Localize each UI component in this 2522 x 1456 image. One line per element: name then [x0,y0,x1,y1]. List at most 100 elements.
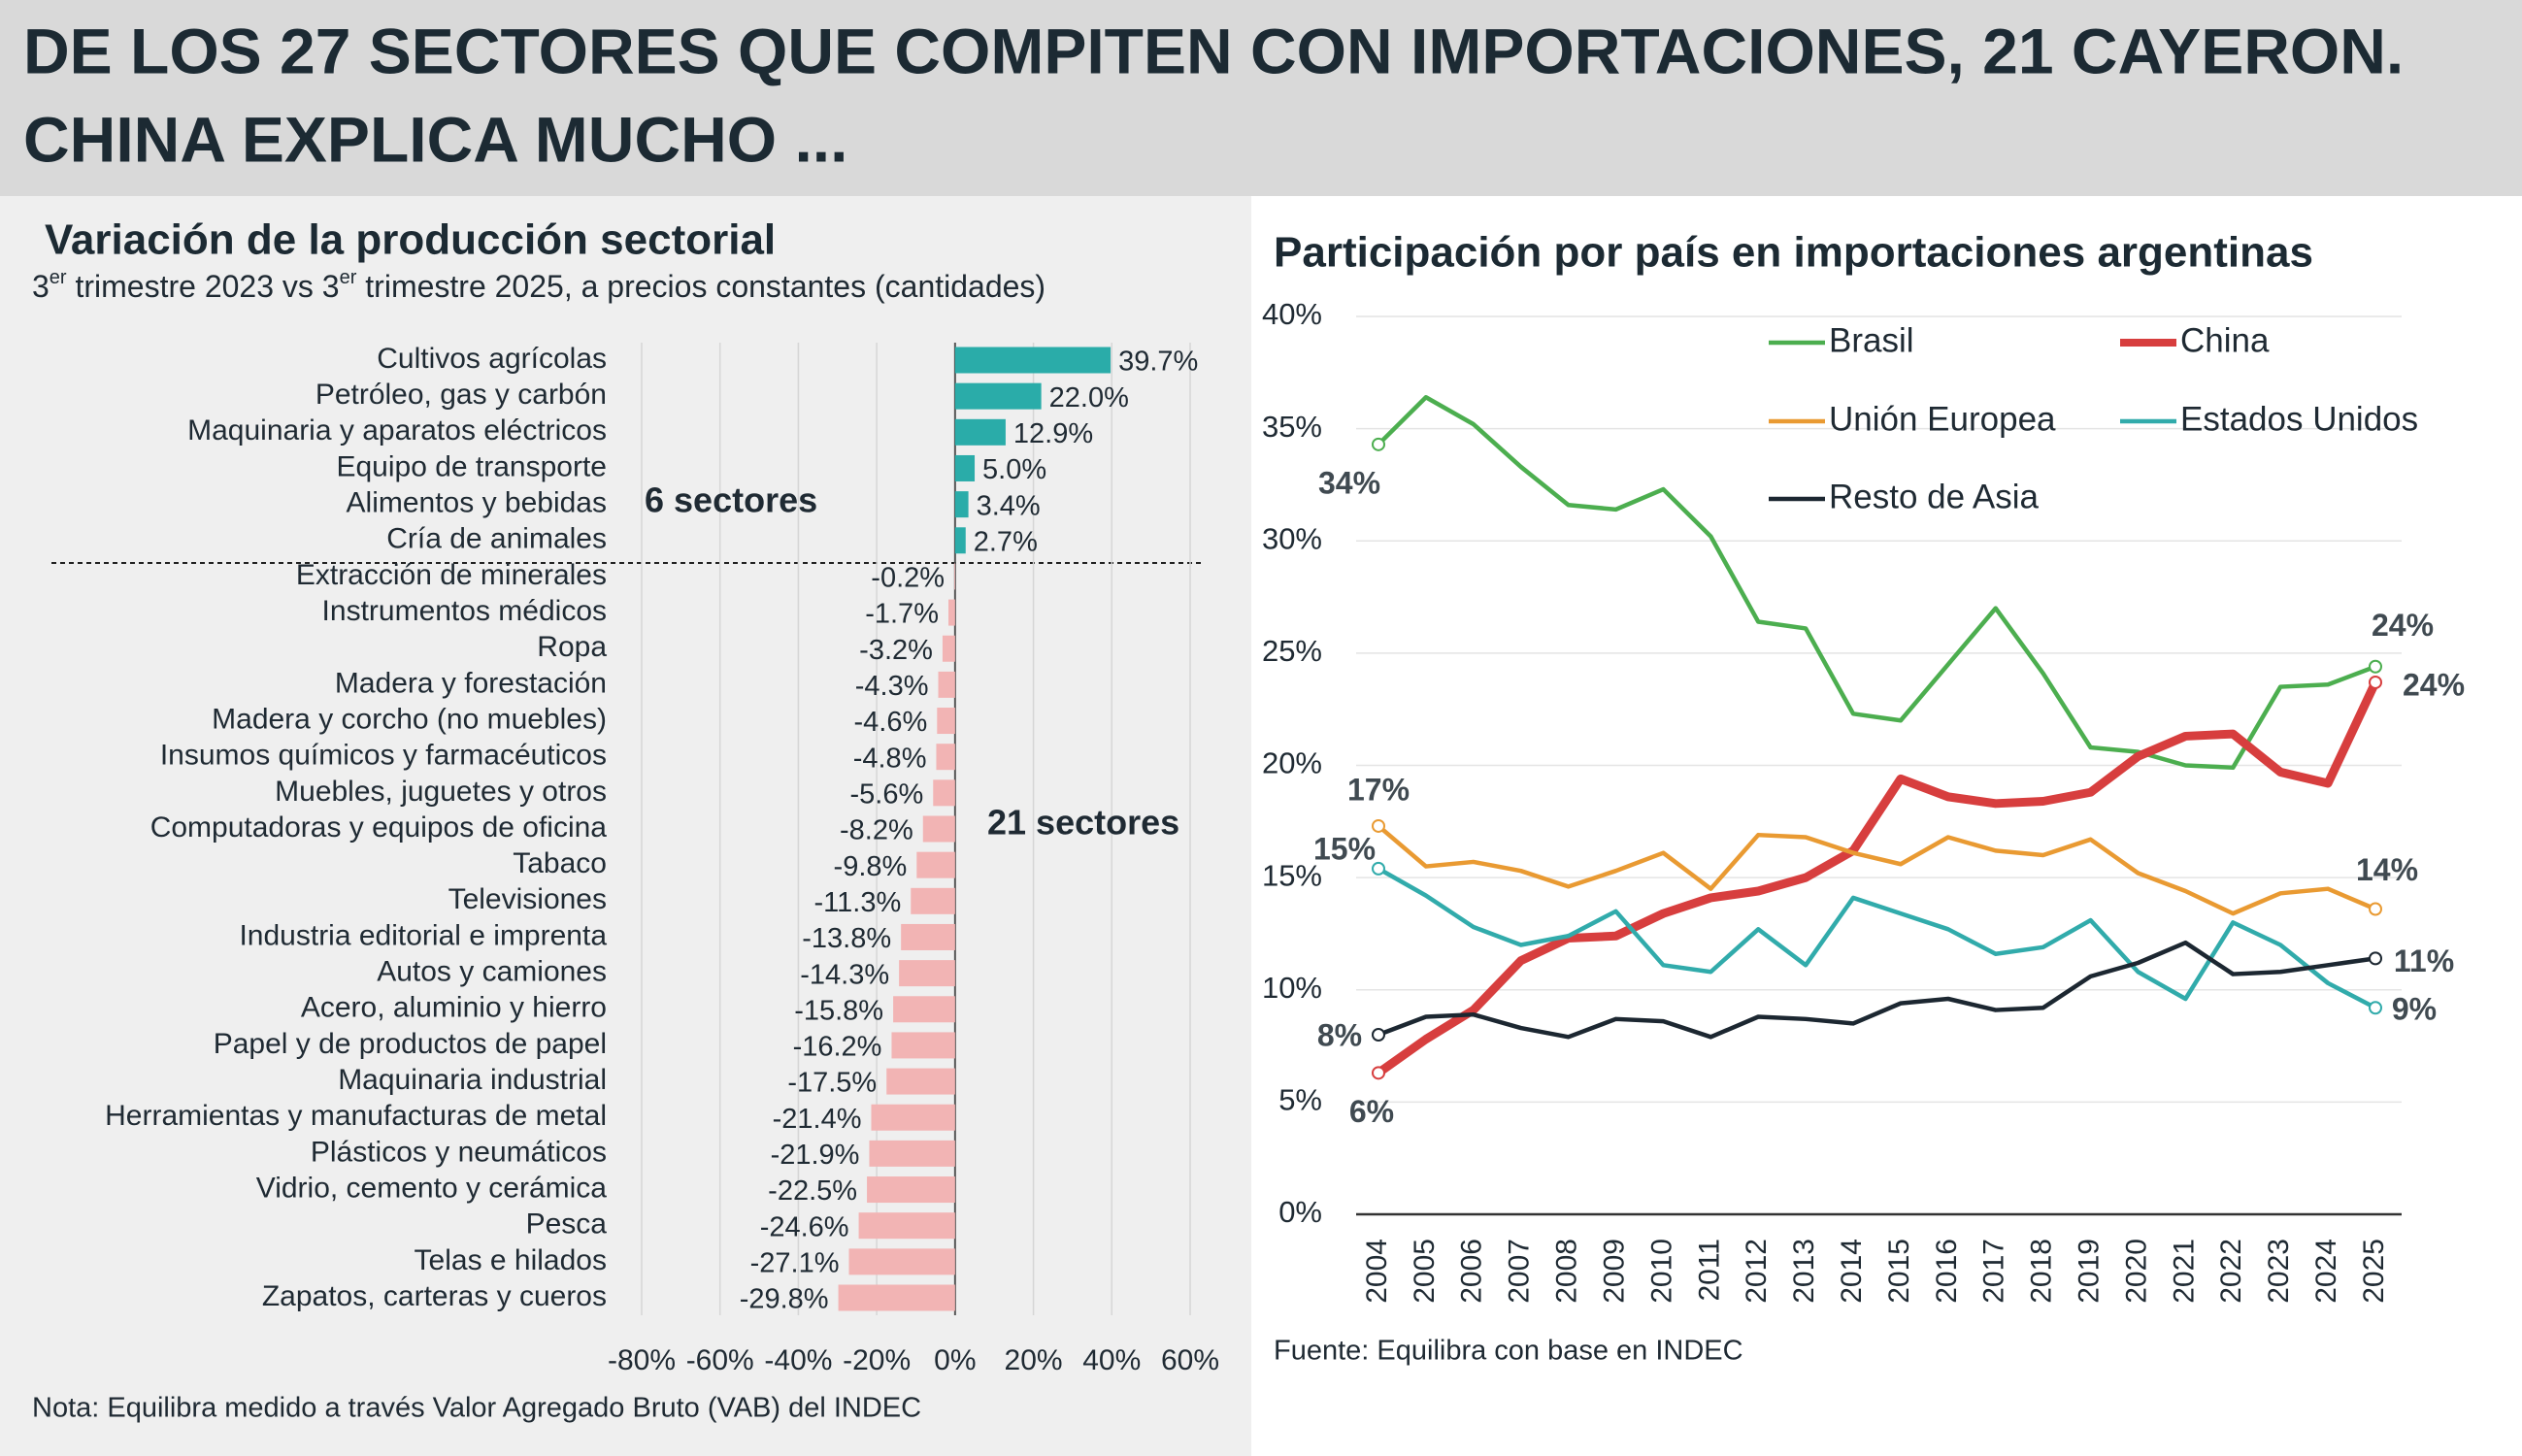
x-tick-label: -20% [843,1344,911,1376]
bar [848,1248,955,1275]
category-label: Maquinaria industrial [338,1064,607,1096]
value-label: -4.3% [855,671,929,702]
chart-title: Variación de la producción sectorial [45,216,776,264]
value-label: 17% [1347,772,1410,807]
subtitle-part: er [340,267,357,288]
category-label: Instrumentos médicos [322,595,607,627]
category-label: Insumos químicos y farmacéuticos [160,740,607,772]
bar [936,744,955,771]
y-tick-label: 25% [1262,634,1322,668]
series-line [1377,824,2376,916]
x-tick-label: -40% [764,1344,832,1376]
x-tick-label: 2013 [1788,1239,1820,1304]
end-marker [2369,1001,2382,1015]
legend-label: Unión Europea [1829,400,2056,438]
value-label: -22.5% [768,1175,857,1207]
value-label: 6% [1349,1094,1394,1129]
x-tick-label: 2024 [2310,1239,2342,1304]
y-tick-label: 10% [1262,971,1322,1005]
end-marker [1372,861,1385,876]
category-label: Herramientas y manufacturas de metal [105,1100,607,1132]
value-label: -8.2% [840,815,913,846]
category-label: Madera y forestación [335,667,607,699]
x-tick-label: 2006 [1456,1239,1488,1304]
category-label: Muebles, juguetes y otros [275,776,607,808]
value-label: -4.6% [854,707,928,738]
legend-label: Resto de Asia [1829,478,2039,515]
category-label: Industria editorial e imprenta [239,919,607,951]
subtitle-part: er [50,267,67,288]
category-label: Tabaco [513,847,607,879]
category-label: Maquinaria y aparatos eléctricos [187,414,607,447]
x-tick-label: 2010 [1645,1239,1677,1304]
bar [954,454,976,481]
category-label: Plásticos y neumáticos [311,1136,607,1168]
bar [954,491,969,518]
left-panel [0,196,1251,1456]
series-line [1377,866,2377,1010]
value-label: -11.3% [814,887,902,918]
value-label: -13.8% [802,923,891,954]
category-label: Petróleo, gas y carbón [315,379,607,411]
category-label: Telas e hilados [415,1244,607,1276]
x-tick-label: 2023 [2263,1239,2295,1304]
category-label: Televisiones [448,883,607,915]
value-label: -21.9% [771,1140,860,1171]
bar [954,527,966,554]
end-marker [1372,818,1385,833]
category-label: Madera y corcho (no muebles) [212,703,607,735]
x-tick-label: 2012 [1741,1239,1773,1304]
subtitle-part: trimestre 2025, a precios constantes (ca… [356,269,1045,304]
x-tick-label: 2016 [1931,1239,1963,1304]
bar [867,1176,955,1204]
bar [858,1212,955,1240]
y-tick-label: 40% [1262,297,1322,331]
x-tick-label: 2017 [1978,1239,2010,1304]
value-label: 39.7% [1118,347,1198,378]
x-tick-label: 2019 [2073,1239,2105,1304]
value-label: -4.8% [853,743,927,774]
category-label: Equipo de transporte [336,450,607,482]
bar [916,851,955,878]
x-tick-label: 2011 [1693,1239,1725,1302]
value-label: -9.8% [834,851,908,882]
end-marker [1372,1066,1385,1080]
series-line [1377,940,2376,1040]
x-tick-label: 2021 [2168,1239,2200,1304]
y-tick-label: 0% [1278,1195,1322,1229]
x-tick-label: 2018 [2026,1239,2058,1304]
y-tick-label: 20% [1262,746,1322,780]
x-tick-label: -60% [686,1344,754,1376]
value-label: -15.8% [794,995,883,1026]
subtitle-part: trimestre 2023 vs 3 [67,269,340,304]
bar [901,923,955,950]
legend-label: China [2180,321,2270,359]
value-label: -16.2% [793,1032,882,1063]
value-label: 14% [2356,852,2418,887]
annotation: 6 sectores [645,480,817,520]
x-tick-label: 2005 [1409,1239,1441,1304]
category-label: Cultivos agrícolas [377,343,607,375]
value-label: -1.7% [865,599,939,630]
category-label: Pesca [526,1208,608,1241]
value-label: 9% [2392,992,2437,1027]
series-line [1377,395,2376,771]
end-marker [1372,437,1385,451]
x-tick-label: 2020 [2120,1239,2152,1304]
y-tick-label: 15% [1262,858,1322,892]
bar [938,671,955,698]
legend-label: Estados Unidos [2180,400,2418,438]
value-label: 34% [1318,465,1380,500]
bar [886,1068,955,1095]
bar [954,382,1042,410]
value-label: -5.6% [849,779,923,811]
x-tick-label: 2022 [2215,1239,2247,1304]
value-label: -29.8% [740,1284,829,1315]
series-line [1376,680,2380,1076]
x-tick-label: 20% [1005,1344,1063,1376]
value-label: -24.6% [760,1211,849,1242]
bar [911,887,955,914]
header-band [0,0,2522,196]
value-label: 12.9% [1013,418,1093,449]
category-label: Acero, aluminio y hierro [301,992,607,1024]
